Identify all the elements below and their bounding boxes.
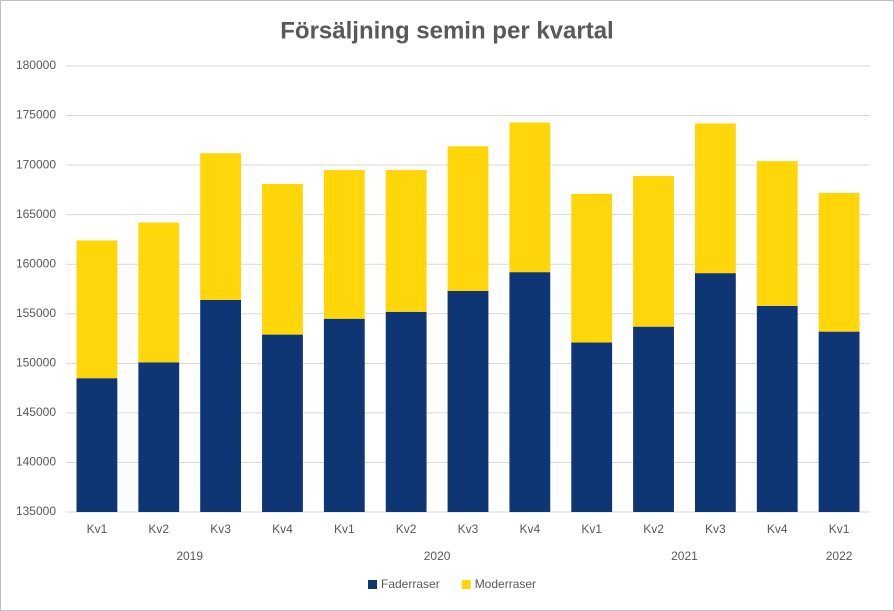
bar-segment bbox=[509, 272, 551, 512]
bar-segment bbox=[385, 170, 427, 312]
x-tick-label: Kv1 bbox=[581, 522, 602, 536]
bar-segment bbox=[385, 311, 427, 512]
bar-segment bbox=[571, 193, 613, 343]
bar-segment bbox=[200, 153, 242, 300]
bar-segment bbox=[262, 334, 303, 512]
bar-segment bbox=[818, 331, 860, 512]
group-label: 2022 bbox=[826, 549, 853, 563]
x-tick-label: Kv2 bbox=[396, 522, 417, 536]
group-label: 2020 bbox=[424, 549, 451, 563]
bar-segment bbox=[633, 176, 674, 327]
x-tick-label: Kv3 bbox=[705, 522, 726, 536]
y-tick-label: 170000 bbox=[16, 157, 56, 171]
x-tick-label: Kv4 bbox=[272, 522, 293, 536]
bar-segment bbox=[571, 342, 613, 512]
y-tick-label: 150000 bbox=[16, 356, 56, 370]
chart-title: Försäljning semin per kvartal bbox=[280, 17, 613, 44]
y-tick-label: 140000 bbox=[16, 455, 56, 469]
bar-segment bbox=[323, 318, 365, 512]
y-tick-label: 135000 bbox=[16, 504, 56, 518]
y-tick-label: 145000 bbox=[16, 405, 56, 419]
x-tick-label: Kv2 bbox=[643, 522, 664, 536]
x-tick-label: Kv1 bbox=[334, 522, 355, 536]
bar-segment bbox=[509, 122, 551, 273]
y-tick-label: 155000 bbox=[16, 306, 56, 320]
bar-segment bbox=[200, 299, 242, 512]
legend-label: Faderraser bbox=[381, 577, 440, 591]
x-tick-label: Kv1 bbox=[87, 522, 108, 536]
y-tick-label: 175000 bbox=[16, 108, 56, 122]
legend-label: Moderraser bbox=[475, 577, 536, 591]
x-tick-label: Kv4 bbox=[767, 522, 788, 536]
x-tick-label: Kv3 bbox=[458, 522, 479, 536]
group-label: 2019 bbox=[176, 549, 203, 563]
bar-segment bbox=[76, 240, 118, 379]
bar-segment bbox=[447, 290, 489, 512]
y-tick-label: 160000 bbox=[16, 256, 56, 270]
bar-segment bbox=[138, 222, 180, 363]
bar-segment bbox=[76, 378, 118, 512]
bar-segment bbox=[262, 183, 303, 335]
bar-segment bbox=[447, 146, 489, 291]
bar-segment bbox=[818, 192, 860, 332]
legend-swatch bbox=[368, 580, 377, 589]
group-label: 2021 bbox=[671, 549, 698, 563]
bar-segment bbox=[756, 161, 798, 306]
bar-segment bbox=[756, 305, 798, 512]
bar-segment bbox=[694, 273, 736, 512]
y-tick-label: 165000 bbox=[16, 207, 56, 221]
bar-segment bbox=[694, 123, 736, 274]
x-tick-label: Kv4 bbox=[520, 522, 541, 536]
x-tick-label: Kv1 bbox=[829, 522, 850, 536]
y-tick-label: 180000 bbox=[16, 58, 56, 72]
bar-segment bbox=[633, 326, 674, 512]
bar-segment bbox=[138, 362, 180, 512]
legend-swatch bbox=[461, 580, 471, 589]
bar-segment bbox=[323, 170, 365, 319]
x-tick-label: Kv3 bbox=[210, 522, 231, 536]
x-tick-label: Kv2 bbox=[148, 522, 169, 536]
